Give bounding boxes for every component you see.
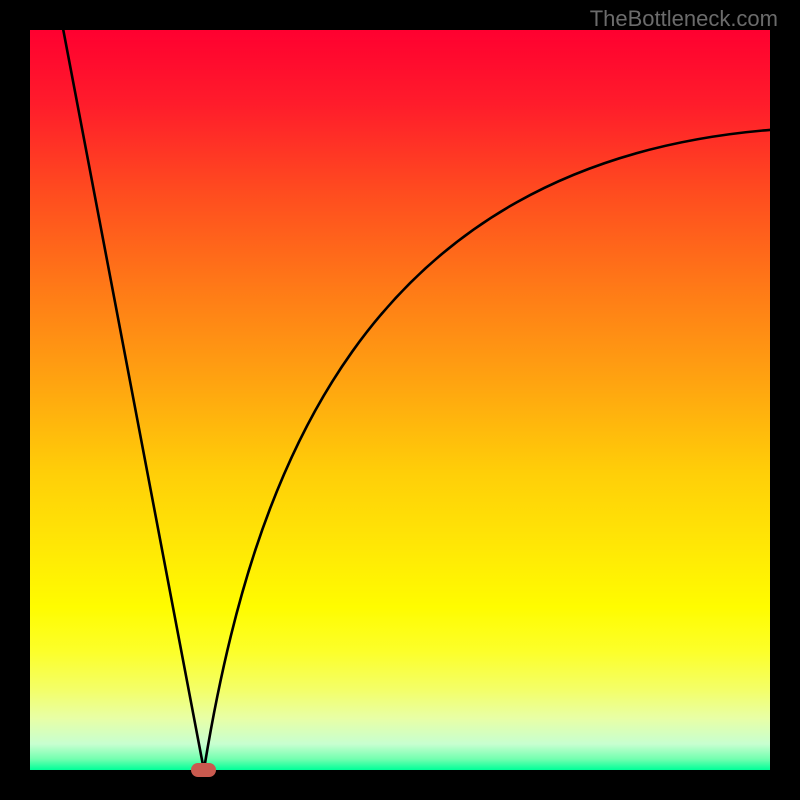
- plot-area: [30, 30, 770, 770]
- watermark-text: TheBottleneck.com: [590, 6, 778, 32]
- bottleneck-curve: [30, 30, 770, 770]
- optimal-marker: [191, 763, 216, 778]
